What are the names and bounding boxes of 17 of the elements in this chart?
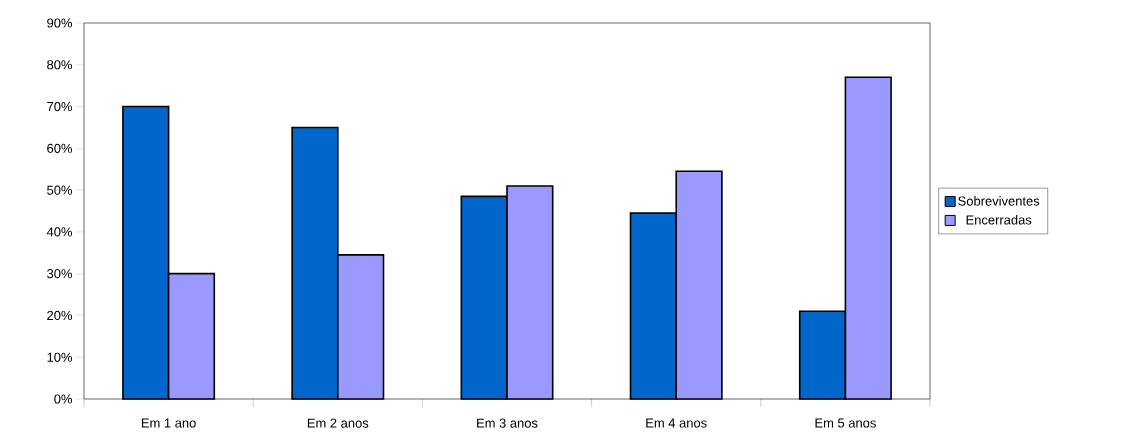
x-tick-label: Em 1 ano [141,418,196,428]
y-tick-label: 30% [47,269,73,279]
legend-label: Encerradas [966,214,1032,225]
y-tick-label: 60% [47,143,73,153]
legend-label: Sobreviventes [958,196,1040,206]
y-tick-label: 90% [47,18,73,28]
x-tick-label: Em 3 anos [477,418,538,428]
y-tick-label: 50% [47,185,73,195]
y-tick-label: 20% [47,310,73,321]
x-tick-label: Em 5 anos [815,418,876,428]
x-tick-label: Em 2 anos [307,418,369,428]
x-tick-label: Em 4 anos [646,418,707,428]
y-tick-label: 70% [47,101,73,112]
y-tick-label: 10% [47,352,73,362]
y-tick-label: 40% [46,227,73,237]
y-tick-label: 0% [54,394,73,404]
y-tick-label: 80% [47,60,73,70]
